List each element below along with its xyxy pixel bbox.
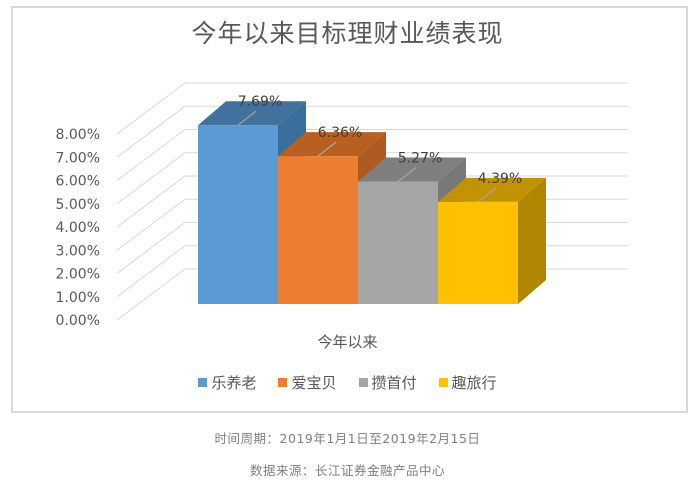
y-tick-label: 2.00% bbox=[56, 267, 100, 283]
data-label: 6.36% bbox=[318, 125, 362, 141]
bar-4[interactable] bbox=[438, 177, 546, 304]
y-tick-label: 0.00% bbox=[56, 313, 100, 329]
legend-swatch-icon bbox=[198, 378, 208, 387]
legend-swatch-icon bbox=[358, 378, 368, 387]
y-tick-label: 6.00% bbox=[56, 174, 100, 190]
y-tick-label: 8.00% bbox=[56, 127, 100, 143]
data-label: 5.27% bbox=[398, 150, 442, 166]
data-label: 4.39% bbox=[478, 171, 522, 187]
legend-item-leyanglao[interactable]: 乐养老 bbox=[198, 372, 256, 393]
legend-label: 攒首付 bbox=[371, 374, 417, 392]
legend-label: 爱宝贝 bbox=[291, 374, 337, 392]
y-tick-label: 1.00% bbox=[56, 290, 100, 306]
time-period-note: 时间周期：2019年1月1日至2019年2月15日 bbox=[214, 431, 481, 446]
x-axis-category: 今年以来 bbox=[317, 333, 378, 351]
legend-item-zanshoufu[interactable]: 攒首付 bbox=[358, 372, 417, 393]
bars bbox=[198, 101, 546, 305]
legend-swatch-icon bbox=[438, 378, 448, 387]
legend-label: 乐养老 bbox=[211, 374, 257, 392]
y-axis-ticks: 0.00% 1.00% 2.00% 3.00% 4.00% 5.00% 6.00% 7.00%… bbox=[56, 127, 100, 329]
data-labels: 7.69% 6.36% 5.27% 4.39% bbox=[237, 94, 522, 203]
data-source-note: 数据来源：长江证券金融产品中心 bbox=[249, 463, 445, 478]
chart-title: 今年以来目标理财业绩表现 bbox=[191, 19, 504, 48]
y-tick-label: 3.00% bbox=[56, 243, 100, 259]
legend-label: 趣旅行 bbox=[451, 374, 497, 392]
data-label: 7.69% bbox=[238, 94, 282, 110]
legend-swatch-icon bbox=[278, 378, 288, 387]
y-tick-label: 5.00% bbox=[56, 197, 100, 213]
legend-item-qulvxing[interactable]: 趣旅行 bbox=[438, 372, 497, 393]
legend: 乐养老 爱宝贝 攒首付 趣旅行 bbox=[0, 372, 695, 393]
y-tick-label: 7.00% bbox=[56, 150, 100, 166]
y-tick-label: 4.00% bbox=[56, 220, 100, 236]
legend-item-aibaobei[interactable]: 爱宝贝 bbox=[278, 372, 337, 393]
